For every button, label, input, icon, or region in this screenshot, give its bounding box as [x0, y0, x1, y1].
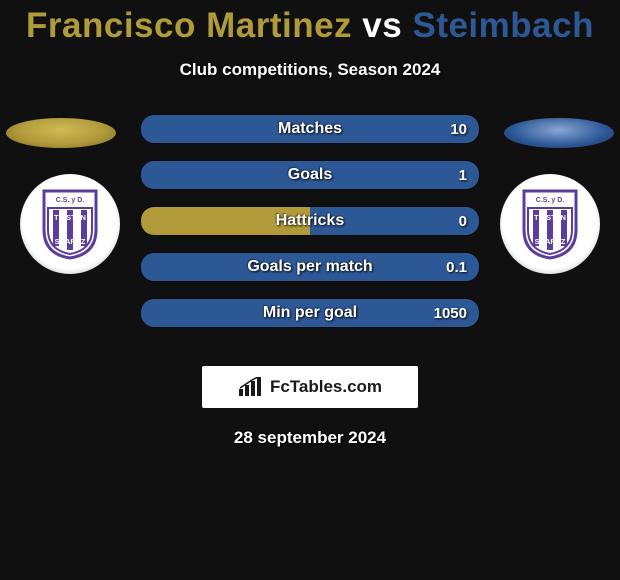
crest-line2: TRISTAN: [534, 213, 566, 222]
player2-name: Steimbach: [412, 6, 594, 45]
stat-value-right: 1050: [434, 299, 467, 327]
branding-text: FcTables.com: [270, 377, 382, 397]
crest-line2: TRISTAN: [54, 213, 86, 222]
club-crest-icon: C.S. y D. TRISTAN SUAREZ: [41, 188, 99, 260]
stat-value-right: 0.1: [446, 253, 467, 281]
stat-label: Goals per match: [141, 253, 479, 281]
player2-disc: [504, 118, 614, 148]
comparison-title: Francisco Martinez vs Steimbach: [0, 0, 620, 46]
player1-name: Francisco Martinez: [26, 6, 352, 45]
branding-badge: FcTables.com: [202, 366, 418, 408]
player1-crest: C.S. y D. TRISTAN SUAREZ: [20, 174, 120, 274]
stat-value-right: 10: [450, 115, 467, 143]
stat-label: Hattricks: [141, 207, 479, 235]
stats-stage: C.S. y D. TRISTAN SUAREZ C.S. y D. TRIST…: [0, 114, 620, 344]
stat-value-right: 1: [459, 161, 467, 189]
crest-line3: SUAREZ: [535, 237, 566, 246]
bar-chart-icon: [238, 377, 264, 397]
crest-line1: C.S. y D.: [536, 197, 564, 204]
stat-label: Min per goal: [141, 299, 479, 327]
date-text: 28 september 2024: [0, 428, 620, 448]
stat-label: Matches: [141, 115, 479, 143]
crest-line1: C.S. y D.: [56, 197, 84, 204]
stat-rows: Matches10Goals1Hattricks0Goals per match…: [140, 114, 480, 344]
stat-row: Hattricks0: [140, 206, 480, 236]
player2-crest: C.S. y D. TRISTAN SUAREZ: [500, 174, 600, 274]
club-crest-icon: C.S. y D. TRISTAN SUAREZ: [521, 188, 579, 260]
stat-label: Goals: [141, 161, 479, 189]
vs-text: vs: [362, 6, 402, 45]
stat-row: Goals1: [140, 160, 480, 190]
player1-disc: [6, 118, 116, 148]
stat-value-right: 0: [459, 207, 467, 235]
stat-row: Matches10: [140, 114, 480, 144]
stat-row: Min per goal1050: [140, 298, 480, 328]
crest-line3: SUAREZ: [55, 237, 86, 246]
subtitle: Club competitions, Season 2024: [0, 60, 620, 80]
stat-row: Goals per match0.1: [140, 252, 480, 282]
